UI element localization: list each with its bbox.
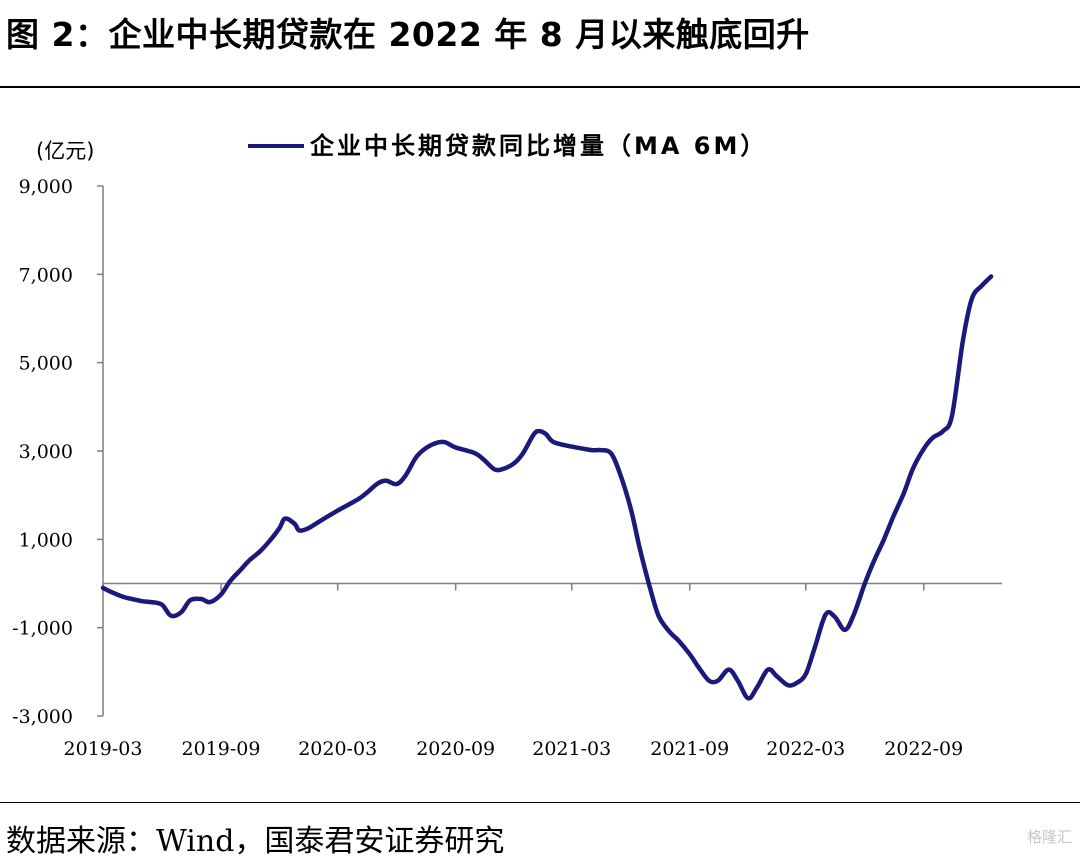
y-tick-label: 9,000 [19, 176, 73, 198]
y-tick-label: -1,000 [12, 618, 73, 640]
top-rule [0, 86, 1080, 88]
line-chart: (亿元) 企业中长期贷款同比增量（MA 6M） -3,000 -1,000 1,00… [12, 132, 1002, 760]
source-note: 数据来源：Wind，国泰君安证券研究 [6, 824, 505, 859]
x-tick-label: 2022-03 [766, 738, 845, 760]
y-axis: -3,000 -1,000 1,000 3,000 5,000 7,000 9,000 [12, 176, 104, 728]
x-tick-label: 2020-03 [298, 738, 377, 760]
figure-title: 图 2：企业中长期贷款在 2022 年 8 月以来触底回升 [6, 15, 810, 54]
x-tick-label: 2020-09 [416, 738, 495, 760]
x-axis: 2019-03 2019-09 2020-03 2020-09 2021-03 2021-… [64, 582, 1002, 760]
watermark: 格隆汇 [1026, 828, 1072, 846]
y-tick-label: 5,000 [19, 353, 73, 375]
x-tick-label: 2019-03 [64, 738, 143, 760]
y-tick-label: 3,000 [19, 441, 73, 463]
x-tick-label: 2019-09 [182, 738, 261, 760]
y-axis-unit-label: (亿元) [36, 139, 94, 163]
y-tick-label: -3,000 [12, 706, 73, 728]
y-tick-label: 7,000 [19, 264, 73, 286]
chart-legend: 企业中长期贷款同比增量（MA 6M） [248, 132, 767, 160]
bottom-rule [0, 802, 1080, 803]
x-tick-label: 2021-09 [650, 738, 729, 760]
x-tick-label: 2021-03 [532, 738, 611, 760]
y-tick-label: 1,000 [19, 529, 73, 551]
x-tick-label: 2022-09 [884, 738, 963, 760]
series-line [100, 274, 994, 701]
legend-label: 企业中长期贷款同比增量（MA 6M） [310, 132, 767, 160]
